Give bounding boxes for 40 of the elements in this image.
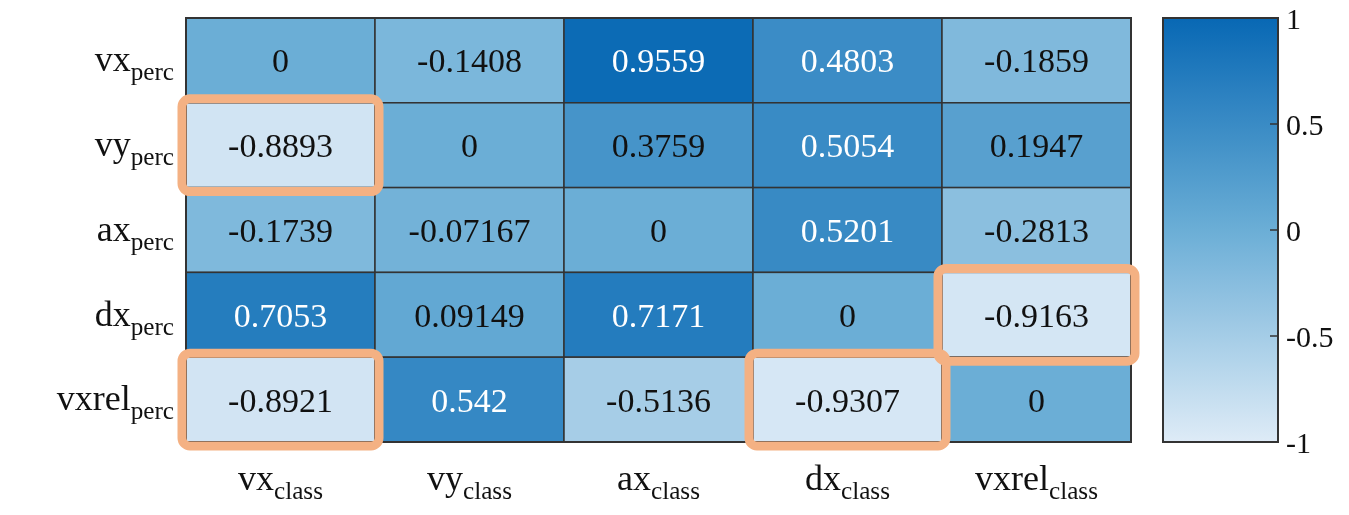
data-label: 0: [839, 296, 856, 334]
data-label: -0.07167: [408, 211, 531, 249]
color-bar-label: -1: [1286, 425, 1311, 459]
data-label: 0.09149: [414, 296, 525, 334]
data-label: -0.9163: [984, 296, 1089, 334]
data-label: -0.5136: [606, 381, 711, 419]
data-label: 0.9559: [611, 42, 706, 80]
x-tick-label: ax$_{class}$: [617, 458, 700, 504]
data-label: 0: [272, 42, 289, 80]
data-label: 0.5201: [800, 211, 895, 249]
color-bar-label: 1: [1286, 1, 1301, 35]
data-label: 0.7053: [233, 296, 328, 334]
data-label: -0.9307: [795, 381, 900, 419]
x-tick-label: vx$_{class}$: [238, 458, 323, 504]
color-bar-label: -0.5: [1286, 319, 1334, 353]
data-label: -0.8893: [228, 127, 333, 165]
data-label: 0.3759: [611, 127, 706, 165]
x-tick-label: dx$_{class}$: [805, 458, 890, 504]
data-label: 0: [650, 211, 667, 249]
y-tick-label: vxrel$_{perc}$: [56, 378, 174, 425]
data-label: 0.542: [431, 381, 508, 419]
data-label: 0: [1028, 381, 1045, 419]
data-label: 0: [461, 127, 478, 165]
x-tick-label: vxrel$_{class}$: [975, 458, 1098, 504]
data-label: -0.2813: [984, 211, 1089, 249]
x-tick-label: vy$_{class}$: [427, 458, 512, 504]
data-label: 0.7171: [611, 296, 706, 334]
data-label: 0.4803: [800, 42, 895, 80]
data-label: -0.1408: [417, 42, 522, 80]
color-bar-label: 0.5: [1286, 107, 1324, 141]
y-tick-label: vy$_{perc}$: [94, 124, 174, 170]
data-label: 0.5054: [800, 127, 895, 165]
data-label: -0.1859: [984, 42, 1089, 80]
y-tick-label: dx$_{perc}$: [94, 293, 174, 340]
data-label: 0.1947: [989, 127, 1084, 165]
color-bar-label: 0: [1286, 213, 1301, 247]
data-label: -0.1739: [228, 211, 333, 249]
y-tick-label: ax$_{perc}$: [96, 208, 174, 255]
data-label: -0.8921: [228, 381, 333, 419]
y-tick-label: vx$_{perc}$: [94, 39, 174, 85]
